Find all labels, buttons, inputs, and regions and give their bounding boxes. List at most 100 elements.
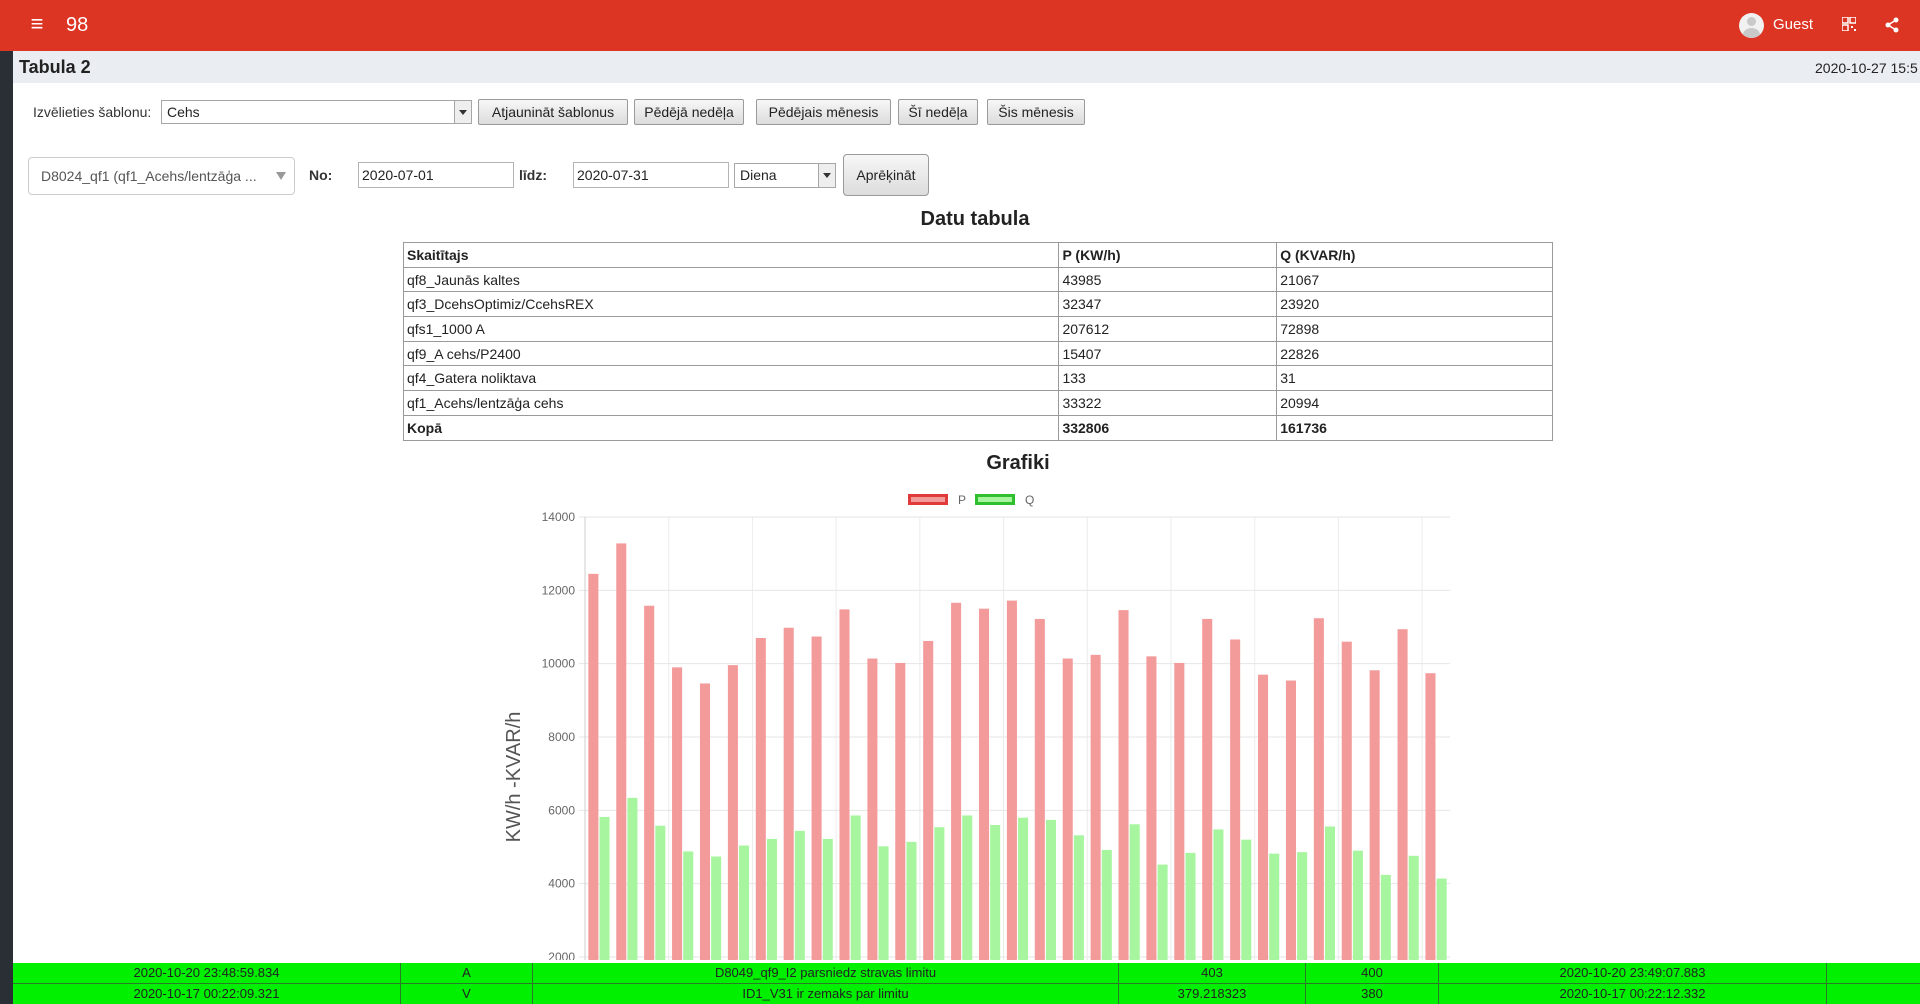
bar-p bbox=[699, 683, 711, 960]
bar-q bbox=[1241, 839, 1252, 960]
table-title: Datu tabula bbox=[920, 208, 1030, 230]
legend-label-q: Q bbox=[1025, 493, 1035, 507]
bar-q bbox=[683, 851, 694, 960]
bar-q bbox=[934, 827, 945, 960]
alarm-row[interactable]: 2020-10-20 23:48:59.834 A D8049_qf9_I2 p… bbox=[13, 963, 1920, 984]
bar-p bbox=[811, 636, 822, 960]
cell-meter: qfs1_1000 A bbox=[402, 316, 1060, 342]
table-total-row: Kopā 332806 161736 bbox=[402, 414, 1553, 441]
bar-p bbox=[755, 638, 766, 960]
template-select-value: Cehs bbox=[167, 104, 200, 120]
alarm-status-bar: 2020-10-20 23:48:59.834 A D8049_qf9_I2 p… bbox=[13, 963, 1920, 1004]
bar-p bbox=[1397, 629, 1408, 960]
bar-p bbox=[672, 667, 683, 960]
y-axis-label: KW/h -KVAR/h bbox=[503, 712, 525, 843]
bar-p bbox=[978, 608, 990, 960]
cell-p: 33322 bbox=[1058, 390, 1278, 416]
bar-q bbox=[627, 797, 638, 960]
bar-p bbox=[1118, 610, 1129, 960]
qr-code-icon[interactable] bbox=[1842, 17, 1856, 31]
bar-p bbox=[1034, 618, 1045, 960]
this-month-button[interactable]: Šis mēnesis bbox=[987, 99, 1085, 125]
alarm-type: A bbox=[401, 963, 533, 983]
bar-q bbox=[1073, 835, 1084, 960]
bar-q bbox=[990, 825, 1001, 960]
table-row: qfs1_1000 A 207612 72898 bbox=[402, 316, 1553, 342]
bar-q bbox=[739, 845, 750, 960]
user-name[interactable]: Guest bbox=[1773, 16, 1814, 33]
bar-p bbox=[951, 602, 962, 960]
bar-q bbox=[1408, 855, 1419, 960]
cell-q: 21067 bbox=[1276, 266, 1553, 293]
cell-q: 20994 bbox=[1276, 390, 1553, 416]
last-week-button[interactable]: Pēdējā nedēļa bbox=[634, 99, 744, 125]
bar-p bbox=[1369, 670, 1380, 960]
alarm-type: V bbox=[401, 984, 533, 1004]
chevron-down-icon bbox=[276, 172, 286, 180]
period-select-value: Diena bbox=[740, 167, 777, 183]
user-avatar[interactable] bbox=[1739, 13, 1764, 38]
cell-p: 43985 bbox=[1058, 266, 1278, 293]
col-header-p: P (KW/h) bbox=[1058, 242, 1278, 268]
template-select[interactable]: Cehs bbox=[161, 100, 472, 124]
bar-q bbox=[1018, 817, 1029, 960]
this-week-button[interactable]: Šī nedēļa bbox=[898, 99, 978, 125]
bar-q bbox=[599, 816, 610, 960]
bar-q bbox=[906, 841, 917, 960]
bar-p bbox=[1146, 656, 1157, 960]
bar-q bbox=[1352, 850, 1363, 960]
y-tick-label: 12000 bbox=[542, 583, 576, 597]
bar-q bbox=[1380, 874, 1391, 960]
update-templates-button[interactable]: Atjaunināt šablonus bbox=[478, 99, 628, 125]
table-header-row: Skaitītajs P (KW/h) Q (KVAR/h) bbox=[402, 242, 1553, 268]
bar-p bbox=[1174, 662, 1185, 960]
cell-p: 32347 bbox=[1058, 291, 1278, 318]
share-icon[interactable] bbox=[1884, 17, 1900, 33]
alarm-value: 379.218323 bbox=[1119, 984, 1306, 1004]
bar-q bbox=[794, 830, 805, 960]
chevron-down-icon bbox=[818, 164, 835, 187]
bar-chart: 2000 4000 6000 8000 10000 12000 14000 KW/h -KVA… bbox=[503, 510, 1450, 960]
table-row: qf9_A cehs/P2400 15407 22826 bbox=[402, 340, 1553, 367]
cell-meter: qf1_Acehs/lentzāģa cehs bbox=[402, 390, 1060, 416]
bar-q bbox=[1045, 819, 1057, 960]
app-number: 98 bbox=[66, 14, 89, 36]
alarm-message: D8049_qf9_I2 parsniedz stravas limitu bbox=[533, 963, 1119, 983]
chart-title: Grafiki bbox=[986, 452, 1050, 474]
bar-p bbox=[1230, 639, 1241, 960]
cell-p: 133 bbox=[1058, 365, 1278, 392]
cell-meter: qf4_Gatera noliktava bbox=[402, 365, 1060, 392]
bar-p bbox=[1090, 654, 1101, 960]
cell-total-label: Kopā bbox=[402, 414, 1060, 441]
hamburger-menu-icon[interactable]: ≡ bbox=[30, 11, 44, 36]
bar-p bbox=[1202, 618, 1213, 960]
page-title: Tabula 2 bbox=[19, 57, 91, 77]
period-select[interactable]: Diena bbox=[734, 163, 836, 188]
cell-q: 23920 bbox=[1276, 291, 1553, 318]
alarm-limit: 380 bbox=[1306, 984, 1439, 1004]
cell-p: 207612 bbox=[1058, 316, 1278, 342]
table-row: qf4_Gatera noliktava 133 31 bbox=[402, 365, 1553, 392]
last-month-button[interactable]: Pēdējais mēnesis bbox=[756, 99, 891, 125]
to-label: līdz: bbox=[519, 167, 547, 183]
alarm-limit: 400 bbox=[1306, 963, 1439, 983]
col-header-meter: Skaitītajs bbox=[402, 242, 1060, 268]
to-date-input[interactable]: 2020-07-31 bbox=[573, 162, 729, 188]
y-tick-label: 6000 bbox=[548, 803, 575, 817]
calculate-button[interactable]: Aprēķināt bbox=[843, 154, 929, 196]
from-date-input[interactable]: 2020-07-01 bbox=[358, 162, 514, 188]
page-timestamp: 2020-10-27 15:5 bbox=[1815, 60, 1918, 76]
table-row: qf8_Jaunās kaltes 43985 21067 bbox=[402, 266, 1553, 293]
from-label: No: bbox=[309, 167, 333, 183]
alarm-row[interactable]: 2020-10-17 00:22:09.321 V ID1_V31 ir zem… bbox=[13, 984, 1920, 1004]
cell-q: 72898 bbox=[1276, 316, 1553, 342]
cell-total-q: 161736 bbox=[1276, 414, 1553, 441]
bar-p bbox=[839, 609, 850, 960]
chevron-down-icon bbox=[454, 101, 471, 123]
bar-p bbox=[616, 543, 627, 960]
data-table: Skaitītajs P (KW/h) Q (KVAR/h) qf8_Jaunā… bbox=[402, 242, 1553, 441]
y-tick-label: 14000 bbox=[542, 510, 576, 524]
bar-q bbox=[1213, 829, 1224, 960]
meter-select[interactable]: D8024_qf1 (qf1_Acehs/lentzāģa ... bbox=[28, 157, 295, 195]
bar-q bbox=[1129, 824, 1140, 960]
